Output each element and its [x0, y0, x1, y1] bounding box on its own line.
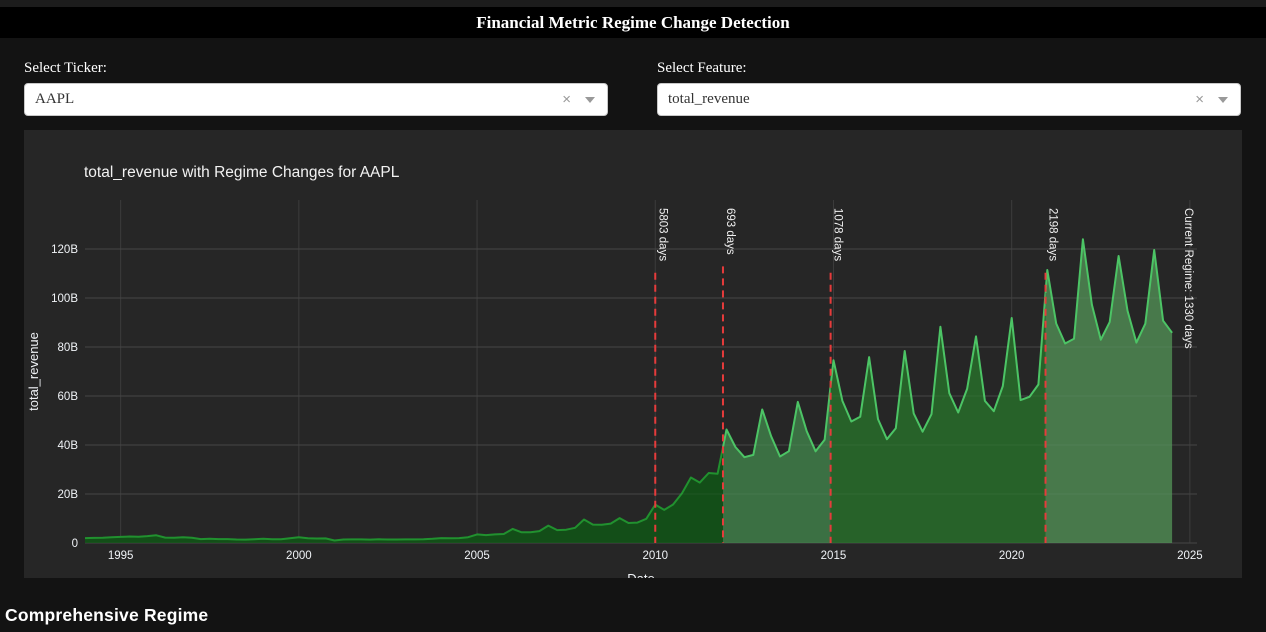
y-tick-label: 0 — [72, 538, 78, 550]
regime-area-fill — [830, 292, 1046, 543]
revenue-line — [1044, 238, 1173, 345]
section-heading-comprehensive-regime: Comprehensive Regime — [5, 605, 209, 625]
y-tick-label: 120B — [51, 244, 78, 256]
regime-area-fill — [723, 385, 831, 543]
clear-icon[interactable]: × — [562, 91, 571, 108]
x-tick-label: 2020 — [999, 550, 1025, 562]
x-tick-label: 2015 — [821, 550, 847, 562]
y-tick-label: 100B — [51, 293, 78, 305]
ticker-dropdown-value: AAPL — [35, 91, 75, 107]
ticker-label: Select Ticker: — [24, 60, 107, 76]
top-strip — [0, 0, 1266, 7]
controls-row: Select Ticker: AAPL × Select Feature: to… — [24, 60, 1241, 116]
y-tick-label: 40B — [58, 440, 79, 452]
page-title: Financial Metric Regime Change Detection — [476, 12, 790, 32]
regime-annotation: Current Regime: 1330 days — [1182, 208, 1194, 349]
revenue-line — [722, 385, 832, 459]
ticker-dropdown[interactable]: AAPL × — [24, 83, 608, 116]
y-tick-label: 60B — [58, 391, 79, 403]
regime-chart[interactable]: 0 20B 40B 60B 80B 100B 120B 1995 2000 2005 2010 201… — [26, 200, 1203, 578]
revenue-line — [84, 504, 657, 542]
regime-annotation: 1078 days — [832, 208, 844, 261]
x-tick-label: 2025 — [1177, 550, 1203, 562]
y-tick-label: 20B — [58, 489, 79, 501]
regime-annotation: 693 days — [724, 208, 736, 255]
regime-chart-card: total_revenue with Regime Changes for AA… — [24, 130, 1242, 578]
clear-icon[interactable]: × — [1195, 91, 1204, 108]
regime-area-fill — [85, 504, 656, 543]
feature-dropdown[interactable]: total_revenue × — [657, 83, 1241, 116]
y-tick-label: 80B — [58, 342, 79, 354]
x-tick-label: 2000 — [286, 550, 312, 562]
header-bar: Financial Metric Regime Change Detection — [0, 7, 1266, 38]
revenue-line — [829, 292, 1047, 441]
regime-area-fill — [655, 447, 723, 543]
feature-label: Select Feature: — [657, 60, 747, 76]
chevron-down-icon[interactable] — [1218, 96, 1228, 103]
ticker-control: Select Ticker: AAPL × — [24, 60, 608, 116]
x-tick-label: 2005 — [464, 550, 490, 562]
revenue-line — [654, 447, 724, 511]
regime-area-fill — [1045, 239, 1173, 544]
chevron-down-icon[interactable] — [585, 96, 595, 103]
y-axis-title: total_revenue — [26, 332, 41, 411]
x-tick-label: 1995 — [108, 550, 134, 562]
x-tick-label: 2010 — [642, 550, 668, 562]
regime-annotation: 5803 days — [656, 208, 668, 261]
x-axis-title: Date — [627, 571, 654, 578]
feature-dropdown-value: total_revenue — [668, 91, 750, 107]
chart-title: total_revenue with Regime Changes for AA… — [84, 164, 400, 181]
regime-annotation: 2198 days — [1047, 208, 1059, 261]
feature-control: Select Feature: total_revenue × — [657, 60, 1241, 116]
